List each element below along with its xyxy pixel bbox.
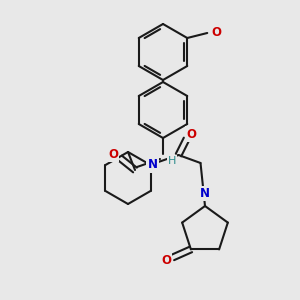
Text: O: O xyxy=(187,128,196,140)
Text: N: N xyxy=(200,187,210,200)
Text: O: O xyxy=(161,254,171,267)
Text: O: O xyxy=(108,148,118,160)
Text: N: N xyxy=(148,158,158,172)
Text: H: H xyxy=(168,156,176,166)
Text: N: N xyxy=(148,156,158,169)
Text: O: O xyxy=(211,26,221,38)
